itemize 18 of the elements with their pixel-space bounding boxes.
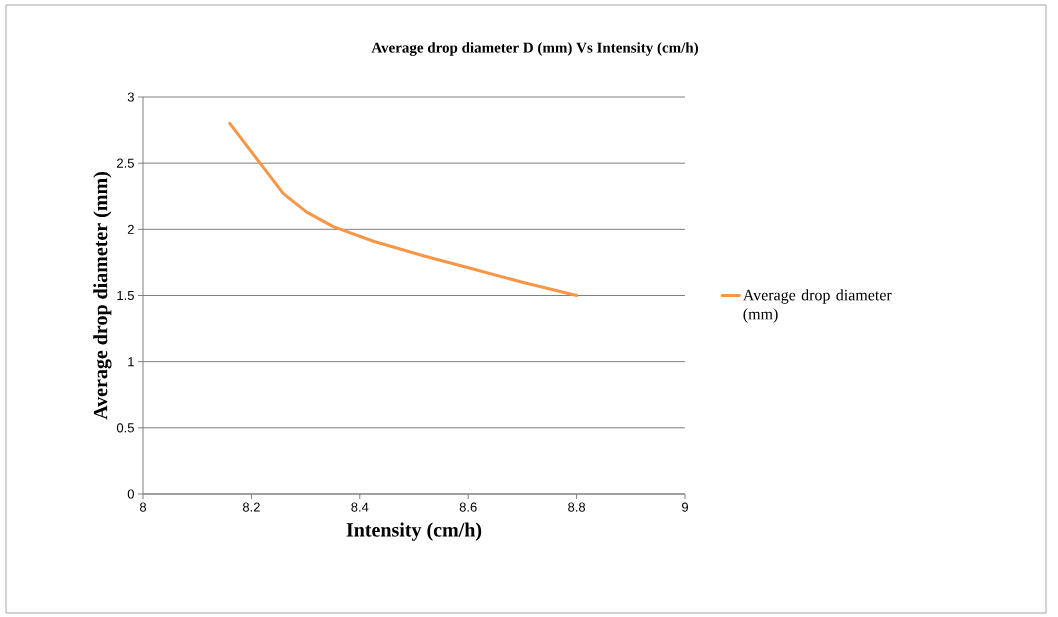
line-series (228, 121, 579, 297)
x-tick-label: 8 (139, 502, 147, 512)
legend-label: Average drop diameter (mm) (742, 289, 892, 323)
x-tick-label: 8.8 (568, 502, 586, 512)
x-tick-label: 8.6 (459, 502, 477, 512)
y-tick-label: 3 (127, 92, 134, 102)
x-tick-label: 8.2 (242, 502, 260, 512)
y-axis-title: Average drop diameter (mm) (93, 172, 112, 420)
y-tick-label: 1.5 (117, 290, 134, 301)
x-tick-label: 8.4 (351, 502, 369, 512)
y-tick-label: 0 (127, 489, 134, 499)
chart-title: Average drop diameter D (mm) Vs Intensity (cm/h) (371, 42, 698, 56)
x-tick-label: 9 (682, 502, 689, 512)
y-tick-label: 2 (127, 224, 134, 234)
y-tick-label: 2.5 (117, 158, 134, 168)
x-axis-title: Intensity (cm/h) (346, 522, 482, 541)
y-tick-label: 1 (128, 357, 134, 367)
y-tick-label: 0.5 (116, 423, 134, 433)
